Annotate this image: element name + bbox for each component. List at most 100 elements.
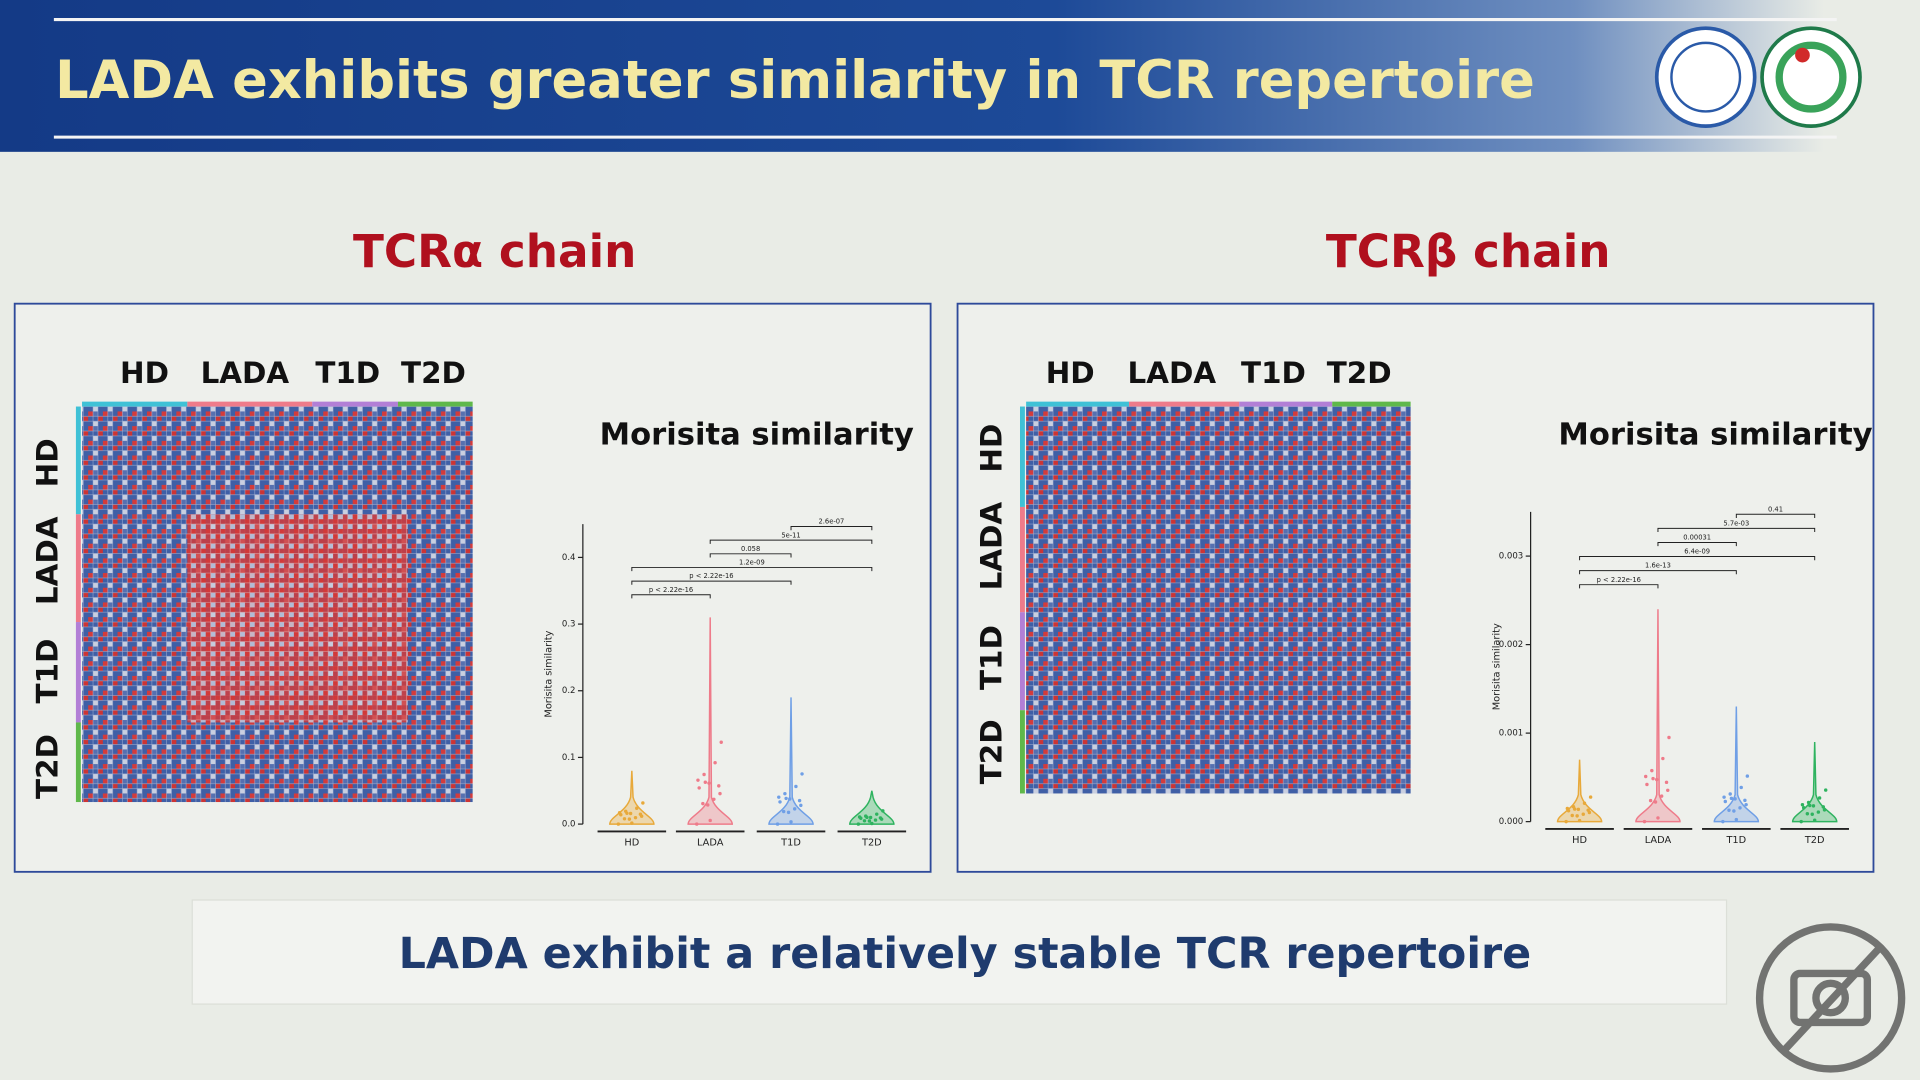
plot-title: Morisita similarity	[1558, 417, 1872, 452]
data-point	[1648, 798, 1653, 803]
data-point	[856, 822, 861, 826]
data-point	[1805, 812, 1810, 816]
panel-title: TCRβ chain	[1326, 225, 1611, 278]
data-point	[794, 784, 798, 789]
heatmap-group-label: T1D	[975, 625, 1009, 690]
data-point	[777, 795, 781, 799]
p-value-label: p < 2.22e-16	[689, 572, 733, 580]
significance-bracket	[790, 526, 873, 531]
p-value-label: 1.2e-09	[739, 559, 765, 567]
data-point	[625, 811, 629, 815]
data-point	[713, 760, 717, 765]
heatmap-group-label: T2D	[1327, 356, 1392, 390]
data-point	[786, 810, 791, 815]
data-point	[703, 780, 708, 784]
data-point	[1808, 803, 1812, 808]
data-point	[788, 797, 792, 801]
data-point	[635, 806, 639, 810]
data-point	[1659, 794, 1664, 798]
y-tick-label: 0.3	[562, 620, 576, 630]
heatmap	[1026, 406, 1411, 794]
x-tick-label: HD	[1572, 835, 1587, 846]
data-point	[695, 822, 699, 826]
data-point	[712, 797, 716, 801]
data-point	[1572, 807, 1577, 811]
data-point	[1727, 808, 1731, 812]
x-tick-label: HD	[624, 837, 639, 848]
data-point	[1651, 776, 1655, 781]
data-point	[792, 807, 797, 811]
x-tick-label: LADA	[697, 837, 724, 848]
data-point	[622, 817, 627, 821]
data-point	[1570, 813, 1574, 818]
data-point	[1806, 800, 1811, 805]
p-value-label: 5e-11	[781, 531, 800, 539]
data-point	[881, 809, 885, 813]
data-point	[1576, 807, 1581, 812]
p-value-label: p < 2.22e-16	[649, 586, 693, 594]
summary-text: LADA exhibit a relatively stable TCR rep…	[399, 929, 1532, 979]
data-point	[1739, 785, 1743, 790]
data-point	[1653, 800, 1658, 804]
data-point	[1661, 756, 1665, 761]
data-point	[800, 772, 804, 776]
data-point	[868, 815, 873, 820]
y-tick-label: 0.0	[562, 820, 576, 830]
data-point	[879, 817, 884, 821]
data-point	[1564, 819, 1568, 824]
logo	[1654, 26, 1862, 128]
heatmap-group-label: HD	[975, 424, 1009, 473]
data-point	[717, 784, 721, 788]
data-point	[1581, 812, 1585, 816]
data-point	[781, 809, 786, 814]
data-point	[873, 818, 878, 822]
data-point	[696, 778, 700, 782]
data-point	[1667, 735, 1671, 740]
significance-bracket	[631, 594, 711, 599]
data-point	[1801, 805, 1806, 810]
data-point	[865, 815, 869, 820]
data-point	[616, 822, 621, 826]
data-point	[1655, 777, 1659, 782]
data-point	[1810, 812, 1814, 816]
p-value-label: p < 2.22e-16	[1597, 576, 1641, 584]
data-point	[867, 819, 872, 823]
heatmap-group-label: T2D	[975, 719, 1009, 784]
violin	[768, 697, 814, 825]
heatmap-group-label: HD	[1046, 356, 1095, 390]
data-point	[641, 801, 645, 805]
data-point	[628, 811, 633, 816]
heatmap-block	[187, 514, 408, 723]
data-point	[1822, 808, 1827, 812]
data-point	[1816, 810, 1821, 814]
summary-box	[191, 899, 1728, 1005]
violin	[1713, 706, 1760, 823]
data-point	[1650, 768, 1654, 773]
data-point	[1728, 792, 1732, 796]
data-point	[1812, 818, 1817, 822]
data-point	[627, 817, 632, 821]
x-tick-label: LADA	[1645, 835, 1672, 846]
p-value-label: 5.7e-03	[1723, 519, 1749, 527]
heatmap-group-label: LADA	[1128, 356, 1217, 390]
significance-bracket	[1579, 556, 1816, 561]
y-tick-label: 0.1	[562, 753, 576, 763]
heatmap-group-bars	[75, 401, 1411, 803]
significance-bracket	[1657, 541, 1737, 547]
data-point	[1821, 805, 1825, 809]
significance-bracket	[709, 539, 873, 544]
data-point	[1582, 801, 1587, 805]
violin	[687, 617, 733, 825]
significance-bracket	[709, 553, 792, 558]
data-point	[784, 796, 788, 801]
data-point	[1666, 788, 1670, 793]
heatmap-group-label: T1D	[1241, 356, 1306, 390]
data-point	[1644, 774, 1648, 779]
data-point	[797, 798, 802, 803]
no-camera-icon	[1755, 923, 1906, 1073]
data-point	[1723, 799, 1728, 804]
heatmap-group-label: HD	[120, 356, 169, 390]
data-point	[619, 813, 623, 817]
x-tick-label: T1D	[1725, 835, 1746, 846]
